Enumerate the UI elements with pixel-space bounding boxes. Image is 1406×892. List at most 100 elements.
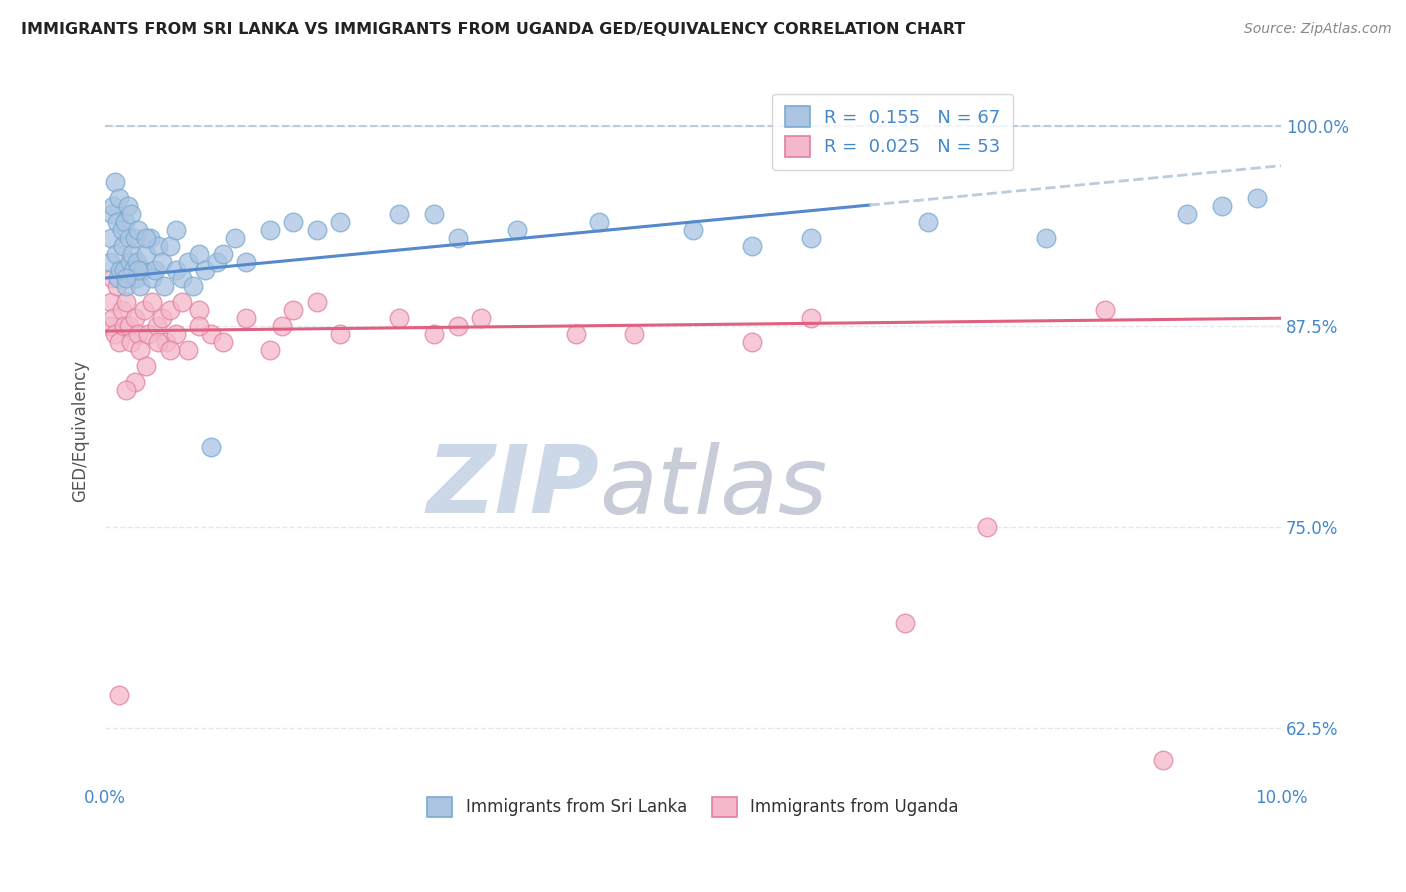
Point (105, 215, 128, 229)
Point (917, 215, 939, 229)
Point (136, 327, 159, 342)
Point (423, 327, 446, 342)
Text: atlas: atlas (599, 442, 827, 533)
Point (98, 319, 121, 334)
Point (153, 279, 176, 293)
Point (155, 335, 177, 350)
Point (159, 343, 181, 358)
Point (1175, 207, 1198, 221)
Legend: Immigrants from Sri Lanka, Immigrants from Uganda: Immigrants from Sri Lanka, Immigrants fr… (419, 789, 967, 825)
Point (183, 279, 205, 293)
Point (165, 263, 187, 277)
Point (101, 271, 124, 285)
Point (139, 231, 162, 245)
Point (388, 311, 411, 326)
Point (135, 359, 157, 374)
Point (135, 231, 157, 245)
Point (108, 689, 131, 703)
Point (146, 335, 169, 350)
Point (115, 271, 138, 285)
Point (188, 319, 211, 334)
Point (305, 223, 328, 237)
Point (800, 231, 823, 245)
Point (211, 247, 233, 261)
Point (176, 343, 198, 358)
Point (470, 311, 492, 326)
Point (117, 199, 139, 213)
Point (564, 327, 586, 342)
Point (235, 311, 257, 326)
Point (118, 255, 141, 269)
Point (115, 279, 138, 293)
Point (146, 319, 169, 334)
Point (423, 207, 446, 221)
Point (115, 384, 138, 398)
Point (741, 239, 763, 253)
Point (111, 239, 134, 253)
Point (127, 263, 149, 277)
Point (105, 279, 128, 293)
Point (120, 207, 142, 221)
Point (235, 255, 257, 269)
Point (270, 319, 292, 334)
Point (114, 215, 136, 229)
Point (115, 295, 138, 310)
Point (506, 223, 529, 237)
Point (224, 231, 246, 245)
Point (1211, 199, 1233, 213)
Point (329, 215, 352, 229)
Point (118, 319, 141, 334)
Point (194, 263, 217, 277)
Point (132, 263, 155, 277)
Point (800, 311, 823, 326)
Point (150, 255, 173, 269)
Text: IMMIGRANTS FROM SRI LANKA VS IMMIGRANTS FROM UGANDA GED/EQUIVALENCY CORRELATION : IMMIGRANTS FROM SRI LANKA VS IMMIGRANTS … (21, 22, 966, 37)
Point (188, 247, 211, 261)
Point (1035, 231, 1057, 245)
Point (129, 343, 152, 358)
Point (211, 335, 233, 350)
Point (135, 247, 157, 261)
Point (121, 247, 143, 261)
Point (146, 239, 169, 253)
Point (118, 231, 141, 245)
Point (111, 223, 134, 237)
Point (103, 199, 125, 213)
Point (101, 207, 124, 221)
Text: Source: ZipAtlas.com: Source: ZipAtlas.com (1244, 22, 1392, 37)
Point (200, 440, 222, 454)
Point (588, 215, 610, 229)
Y-axis label: GED/Equivalency: GED/Equivalency (72, 359, 89, 501)
Point (205, 255, 228, 269)
Point (259, 343, 281, 358)
Point (127, 223, 149, 237)
Point (329, 327, 352, 342)
Point (124, 231, 146, 245)
Point (124, 376, 146, 390)
Point (159, 239, 181, 253)
Point (98, 255, 121, 269)
Point (176, 255, 198, 269)
Point (107, 271, 129, 285)
Point (283, 303, 305, 318)
Point (388, 207, 411, 221)
Point (143, 263, 166, 277)
Point (120, 335, 142, 350)
Point (259, 223, 281, 237)
Point (1152, 753, 1174, 767)
Point (103, 311, 125, 326)
Point (447, 231, 470, 245)
Point (108, 191, 131, 205)
Point (111, 303, 134, 318)
Point (1094, 303, 1116, 318)
Point (141, 271, 163, 285)
Point (170, 295, 193, 310)
Point (129, 279, 152, 293)
Point (100, 295, 122, 310)
Text: ZIP: ZIP (426, 441, 599, 533)
Point (159, 303, 181, 318)
Point (1246, 191, 1268, 205)
Point (124, 311, 146, 326)
Point (132, 303, 155, 318)
Point (104, 247, 127, 261)
